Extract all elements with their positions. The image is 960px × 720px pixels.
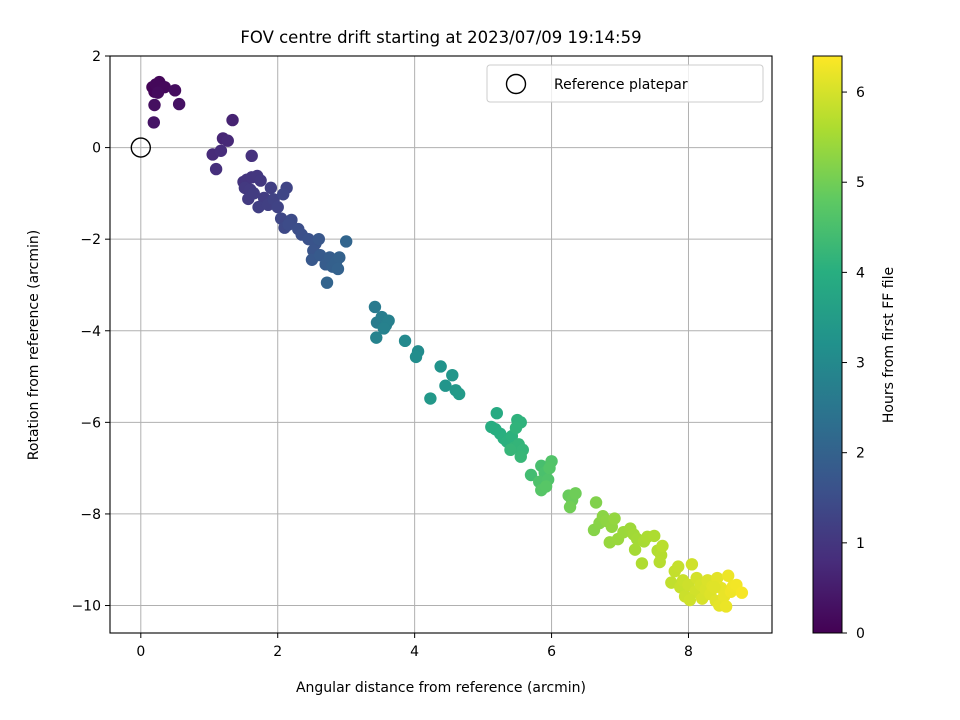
data-point xyxy=(608,512,621,525)
data-point xyxy=(721,569,735,582)
x-tick-label: 0 xyxy=(136,644,145,660)
legend: Reference platepar xyxy=(486,64,764,103)
colorbar-tick-label: 6 xyxy=(856,85,865,101)
y-axis-label: Rotation from reference (arcmin) xyxy=(26,230,42,460)
data-point xyxy=(221,134,234,147)
data-point xyxy=(313,249,327,262)
x-axis-label: Angular distance from reference (arcmin) xyxy=(296,680,586,696)
legend-entry-reference: Reference platepar xyxy=(554,77,688,93)
colorbar-ticks: 0 1 2 3 4 5 6 xyxy=(842,85,865,642)
colorbar-tick-label: 1 xyxy=(856,536,865,552)
data-point xyxy=(333,251,346,264)
chart-title: FOV centre drift starting at 2023/07/09 … xyxy=(240,28,641,47)
y-tick-label: −2 xyxy=(80,232,101,248)
data-point xyxy=(148,98,161,112)
data-point xyxy=(339,235,353,248)
y-axis-ticks: 2 0 −2 −4 −6 −8 −10 xyxy=(71,49,110,615)
data-point xyxy=(708,581,721,594)
x-tick-label: 2 xyxy=(273,644,282,660)
data-point xyxy=(172,97,186,111)
data-point xyxy=(509,421,523,435)
colorbar-gradient xyxy=(812,55,843,634)
colorbar: 0 1 2 3 4 5 6 Hours from first FF file xyxy=(812,55,897,642)
data-point xyxy=(524,468,538,482)
y-tick-label: −10 xyxy=(71,599,101,615)
data-point xyxy=(504,443,517,457)
data-point xyxy=(282,218,295,231)
x-tick-label: 6 xyxy=(547,644,556,660)
data-point xyxy=(514,450,527,463)
data-point xyxy=(368,300,382,314)
colorbar-tick-label: 3 xyxy=(856,356,865,372)
x-axis-ticks: 0 2 4 6 8 xyxy=(136,633,693,660)
data-point xyxy=(589,496,603,509)
data-point xyxy=(214,144,228,157)
data-point xyxy=(685,558,699,571)
data-point xyxy=(320,276,334,289)
data-point xyxy=(398,334,412,348)
y-tick-label: 0 xyxy=(92,141,101,157)
data-point xyxy=(635,557,649,570)
legend-marker-reference xyxy=(505,73,527,95)
colorbar-tick-label: 2 xyxy=(856,446,865,462)
data-point xyxy=(424,392,437,405)
data-point xyxy=(683,593,697,607)
y-tick-label: 2 xyxy=(92,49,101,65)
data-point xyxy=(209,162,223,176)
colorbar-tick-label: 5 xyxy=(856,175,865,191)
y-tick-label: −6 xyxy=(80,415,101,431)
data-point xyxy=(377,322,391,335)
data-point xyxy=(409,350,423,364)
data-point xyxy=(439,379,452,392)
data-point xyxy=(735,586,749,599)
colorbar-label: Hours from first FF file xyxy=(881,267,897,423)
data-point xyxy=(490,406,503,420)
data-point xyxy=(653,555,666,569)
data-point xyxy=(648,529,661,543)
data-point xyxy=(277,188,290,201)
data-point xyxy=(370,331,383,344)
data-point xyxy=(151,86,165,99)
x-tick-label: 4 xyxy=(410,644,419,660)
data-point xyxy=(226,113,239,127)
data-point xyxy=(563,500,577,514)
data-point xyxy=(271,200,284,214)
data-point xyxy=(628,543,642,556)
data-point xyxy=(719,600,733,613)
legend-box xyxy=(486,64,764,103)
data-point xyxy=(539,480,553,493)
data-point xyxy=(543,461,556,475)
data-point xyxy=(247,187,260,200)
data-point xyxy=(245,149,258,163)
y-tick-label: −8 xyxy=(80,507,101,523)
data-point xyxy=(264,181,278,195)
grid-lines xyxy=(110,55,772,633)
y-tick-label: −4 xyxy=(80,324,101,340)
data-point xyxy=(569,487,582,500)
data-point xyxy=(446,368,459,382)
colorbar-tick-label: 4 xyxy=(856,265,865,281)
data-point xyxy=(312,232,326,246)
data-point xyxy=(252,200,265,214)
data-point xyxy=(434,360,447,373)
data-points xyxy=(130,75,749,613)
colorbar-tick-label: 0 xyxy=(856,626,865,642)
data-point xyxy=(452,387,466,401)
reference-point-marker xyxy=(130,137,152,158)
data-point xyxy=(672,560,685,573)
data-point xyxy=(147,116,161,129)
plot-frame xyxy=(109,55,773,634)
data-point xyxy=(254,174,267,187)
x-tick-label: 8 xyxy=(684,644,693,660)
data-point xyxy=(656,539,669,553)
data-point xyxy=(331,262,345,276)
data-point xyxy=(168,84,182,97)
